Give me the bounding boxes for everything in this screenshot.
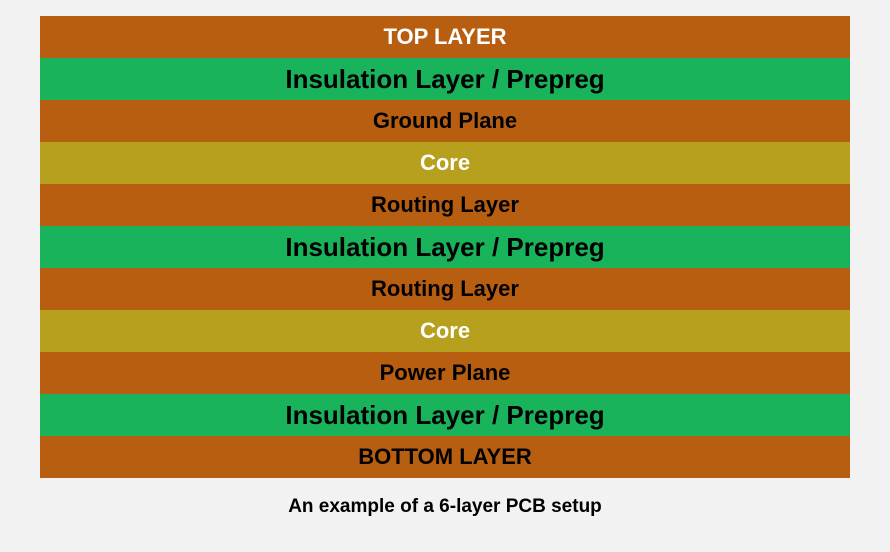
layer-label: Power Plane — [380, 362, 511, 384]
layer-core-2: Core — [40, 310, 850, 352]
layer-label: BOTTOM LAYER — [358, 446, 532, 468]
layer-power-plane: Power Plane — [40, 352, 850, 394]
pcb-layer-stack: TOP LAYER Insulation Layer / Prepreg Gro… — [40, 16, 850, 478]
layer-routing-1: Routing Layer — [40, 184, 850, 226]
diagram-caption: An example of a 6-layer PCB setup — [288, 496, 602, 518]
layer-label: Core — [420, 320, 470, 342]
layer-prepreg-1: Insulation Layer / Prepreg — [40, 58, 850, 100]
layer-routing-2: Routing Layer — [40, 268, 850, 310]
layer-bottom: BOTTOM LAYER — [40, 436, 850, 478]
layer-prepreg-2: Insulation Layer / Prepreg — [40, 226, 850, 268]
layer-prepreg-3: Insulation Layer / Prepreg — [40, 394, 850, 436]
layer-label: Insulation Layer / Prepreg — [285, 402, 604, 428]
layer-top: TOP LAYER — [40, 16, 850, 58]
layer-label: Routing Layer — [371, 194, 519, 216]
layer-label: Core — [420, 152, 470, 174]
layer-label: Routing Layer — [371, 278, 519, 300]
layer-core-1: Core — [40, 142, 850, 184]
layer-ground-plane: Ground Plane — [40, 100, 850, 142]
layer-label: Insulation Layer / Prepreg — [285, 66, 604, 92]
layer-label: Ground Plane — [373, 110, 517, 132]
layer-label: TOP LAYER — [383, 26, 506, 48]
layer-label: Insulation Layer / Prepreg — [285, 234, 604, 260]
